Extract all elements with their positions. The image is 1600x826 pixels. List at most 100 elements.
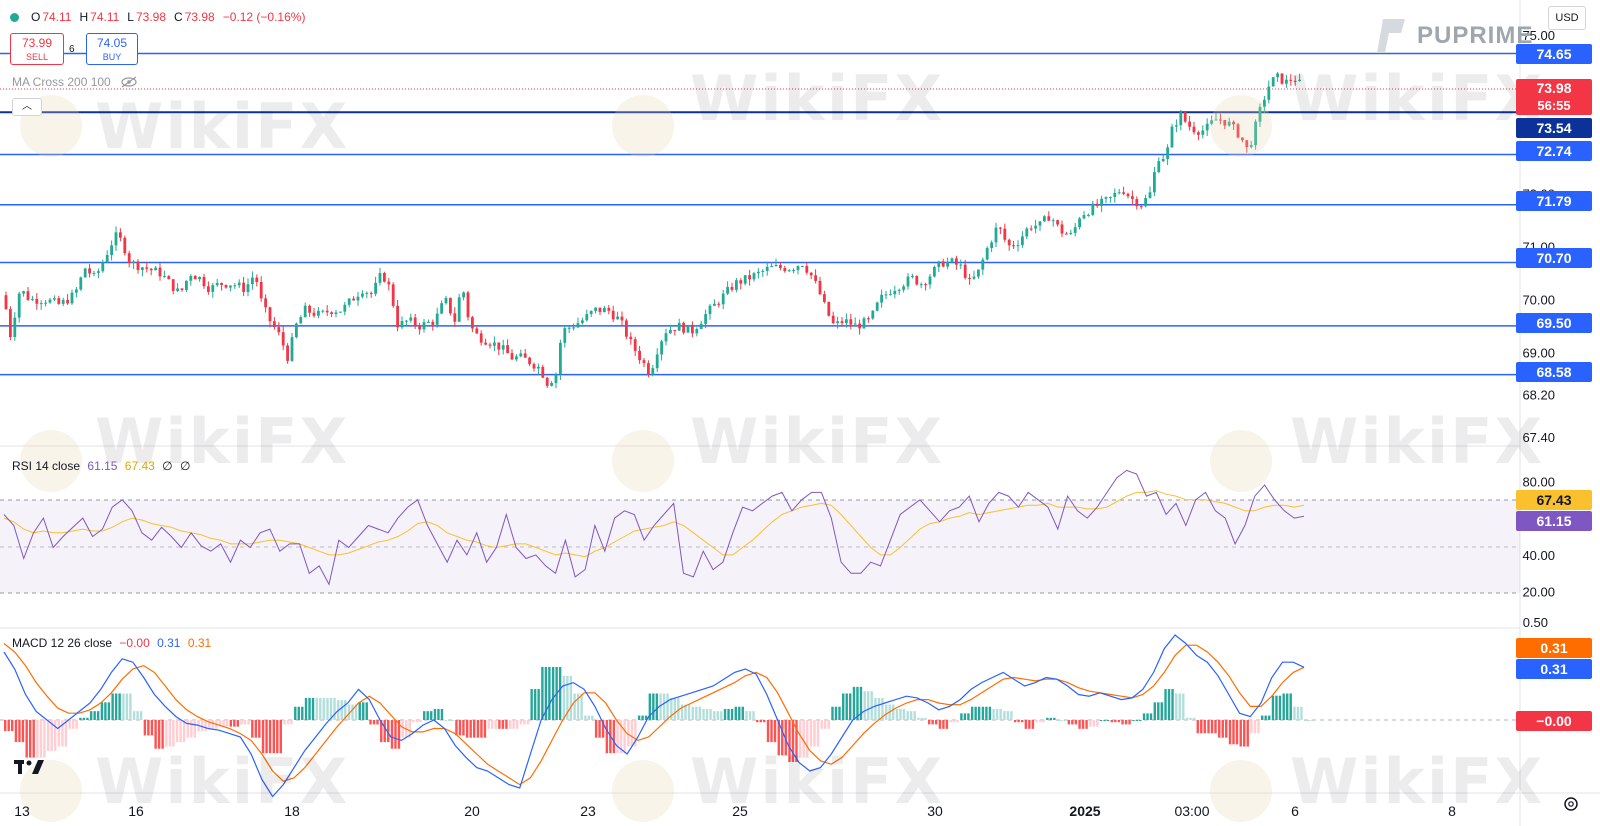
macd-histogram-bar [347, 704, 351, 720]
macd-histogram-bar [430, 711, 433, 720]
close-value: 73.98 [184, 10, 215, 24]
candle-body [1179, 112, 1183, 126]
macd-histogram-bar [1099, 720, 1103, 721]
ma-study-legend[interactable]: MA Cross 200 100 [12, 75, 138, 89]
tradingview-logo-icon[interactable] [14, 758, 46, 776]
level-label[interactable]: 71.79 [1516, 191, 1592, 211]
candle-body [1095, 203, 1099, 206]
candle-body [761, 270, 765, 272]
macd-histogram-bar [849, 693, 852, 720]
macd-histogram-bar [666, 693, 669, 720]
macd-histogram-bar [687, 704, 691, 720]
level-label[interactable]: 73.54 [1516, 118, 1592, 138]
macd-histogram-bar [1074, 720, 1078, 725]
macd-histogram-bar [974, 706, 977, 720]
candle-body [849, 319, 853, 325]
macd-histogram-bar [627, 720, 630, 747]
currency-selector[interactable]: USD [1548, 6, 1586, 30]
hist-price-label: −0.00 [1516, 711, 1592, 731]
candle-body [1056, 220, 1059, 225]
macd-histogram-bar [265, 720, 268, 754]
candle-body [1298, 79, 1301, 81]
candle-body [845, 319, 848, 324]
settings-gear-icon[interactable] [1562, 795, 1580, 813]
macd-histogram-bar [1142, 713, 1146, 720]
level-label[interactable]: 74.65 [1516, 44, 1592, 64]
macd-histogram-bar [551, 666, 555, 720]
macd-histogram-bar [1003, 711, 1006, 720]
candle-body [528, 357, 531, 365]
candle-body [611, 310, 615, 320]
rsi-empty-value: ∅ [162, 459, 173, 473]
rsi-legend[interactable]: RSI 14 close 61.15 67.43 ∅ ∅ [12, 459, 190, 473]
candle-body [897, 289, 901, 291]
macd-histogram-bar [204, 720, 207, 732]
macd-histogram-bar [891, 704, 895, 720]
level-label[interactable]: 72.74 [1516, 141, 1592, 161]
candle-body [708, 305, 712, 315]
macd-histogram-bar [773, 720, 777, 743]
macd-histogram-bar [845, 693, 848, 720]
macd-histogram-bar [251, 720, 254, 738]
macd-histogram-bar [691, 706, 695, 720]
macd-histogram-bar [641, 715, 644, 720]
macd-histogram-bar [913, 711, 916, 720]
candle-body [1069, 232, 1073, 234]
candle-body [422, 322, 426, 330]
macd-histogram-bar [806, 720, 809, 758]
macd-histogram-bar [902, 708, 906, 720]
candle-body [224, 284, 228, 288]
rsi-tick-label: 80.00 [1522, 474, 1555, 489]
macd-histogram-bar [476, 720, 480, 738]
macd-histogram-bar [605, 720, 609, 754]
hidden-eye-icon[interactable] [120, 76, 138, 88]
level-label[interactable]: 70.70 [1516, 248, 1592, 268]
macd-histogram-bar [243, 720, 247, 725]
candle-body [801, 266, 804, 268]
macd-histogram-bar [408, 720, 411, 738]
macd-histogram-bar [508, 720, 512, 729]
macd-histogram-bar [684, 704, 687, 720]
macd-histogram-bar [781, 720, 784, 756]
macd-histogram-bar [584, 715, 587, 720]
candle-body [972, 276, 976, 279]
rsi-tick-label: 40.00 [1522, 548, 1555, 563]
macd-histogram-bar [960, 713, 963, 720]
candle-body [779, 265, 782, 269]
candle-body [356, 296, 360, 301]
macd-histogram-bar [43, 720, 46, 758]
candle-body [268, 307, 272, 322]
level-label[interactable]: 68.58 [1516, 362, 1592, 382]
candle-body [867, 318, 870, 320]
macd-histogram-bar [673, 697, 677, 720]
candle-body [343, 304, 347, 312]
macd-histogram-bar [562, 675, 566, 720]
time-tick-label: 16 [128, 803, 144, 819]
macd-legend[interactable]: MACD 12 26 close −0.00 0.31 0.31 [12, 636, 211, 650]
candle-body [1192, 126, 1196, 133]
buy-button[interactable]: 74.05 BUY [86, 33, 138, 65]
level-label[interactable]: 69.50 [1516, 313, 1592, 333]
macd-histogram-bar [1232, 720, 1235, 745]
candle-body [440, 303, 443, 314]
candle-body [510, 353, 514, 360]
candlestick-series [4, 71, 1301, 389]
macd-histogram-bar [46, 720, 50, 751]
horizontal-levels[interactable] [0, 52, 1520, 376]
macd-histogram-bar [1089, 720, 1092, 727]
collapse-legend-button[interactable]: ︿ [12, 98, 42, 116]
macd-histogram-bar [304, 697, 308, 720]
macd-histogram-bar [1110, 720, 1114, 723]
candle-body [809, 272, 813, 276]
macd-histogram-bar [931, 720, 934, 725]
macd-histogram-bar [208, 720, 211, 729]
candle-body [757, 271, 760, 274]
candle-body [281, 332, 285, 346]
macd-histogram-bar [945, 720, 949, 729]
macd-histogram-bar [1106, 720, 1110, 721]
candle-body [550, 383, 553, 386]
candle-body [361, 293, 364, 297]
bar-countdown: 56:55 [1537, 98, 1571, 113]
sell-button[interactable]: 73.99 SELL [10, 33, 64, 65]
